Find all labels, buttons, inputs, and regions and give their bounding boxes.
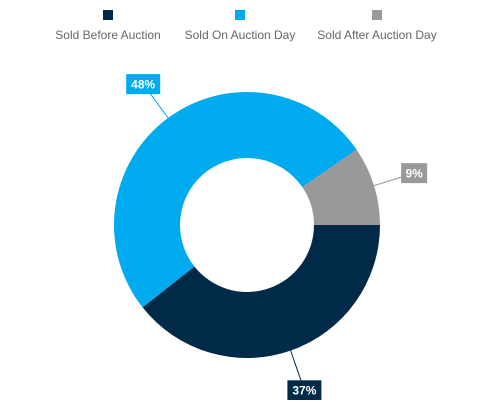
data-label: 9% [405, 166, 423, 180]
data-label: 37% [292, 383, 316, 397]
data-label-box [401, 163, 428, 184]
data-label-box [287, 380, 322, 401]
donut-slice [113, 91, 357, 308]
legend-marker [235, 10, 245, 20]
legend-marker [103, 10, 113, 20]
data-label: 48% [131, 77, 155, 91]
donut-slice [142, 225, 380, 358]
legend-marker [372, 10, 382, 20]
donut-slice [302, 149, 380, 225]
legend-label: Sold On Auction Day [185, 28, 296, 42]
data-label-box [126, 74, 161, 95]
legend-label: Sold After Auction Day [317, 28, 436, 42]
legend-label: Sold Before Auction [55, 28, 160, 42]
